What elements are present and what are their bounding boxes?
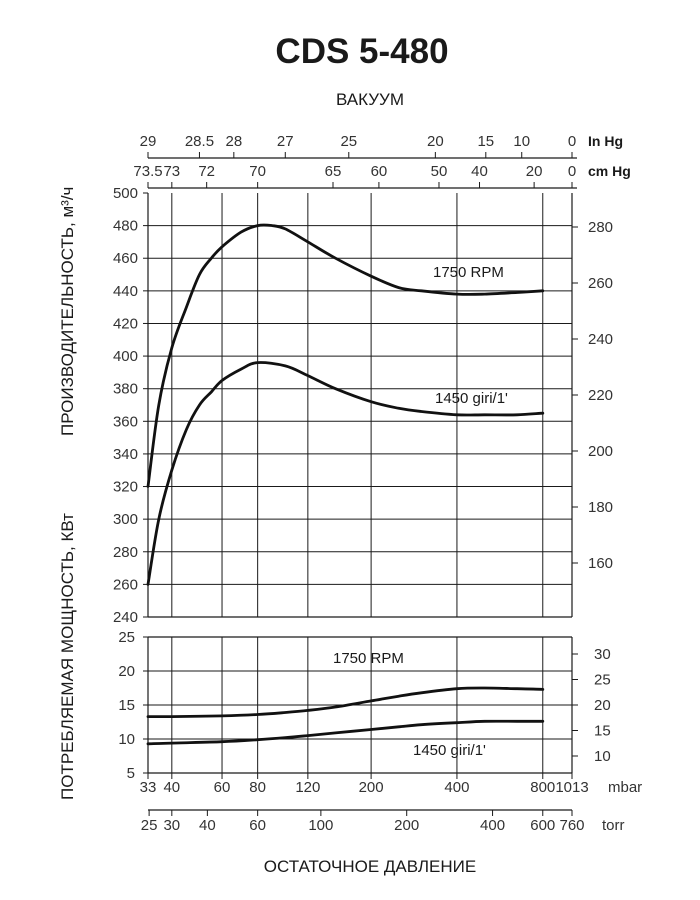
cmhg-tick-label: 72 <box>198 163 215 180</box>
torr-tick-label: 760 <box>559 817 584 834</box>
left-label-top: ПРОИЗВОДИТЕЛЬНОСТЬ, м³/ч <box>58 187 77 436</box>
torr-tick-label: 30 <box>163 817 180 834</box>
torr-tick-label: 400 <box>480 817 505 834</box>
torr-tick-label: 600 <box>530 817 555 834</box>
mbar-tick-label: 120 <box>295 779 320 796</box>
torr-tick-label: 25 <box>141 817 158 834</box>
flow-curve-1750rpm-label: 1750 RPM <box>433 264 504 281</box>
mbar-tick-label: 80 <box>249 779 266 796</box>
inhg-tick-label: 28 <box>225 133 242 150</box>
upper-left-tick-label: 500 <box>113 185 138 202</box>
inhg-tick-label: 0 <box>568 133 576 150</box>
inhg-tick-label: 27 <box>277 133 294 150</box>
lower-left-tick-label: 5 <box>127 765 135 782</box>
flow-curve-1450rpm <box>146 361 545 586</box>
upper-left-tick-label: 400 <box>113 348 138 365</box>
torr-unit: torr <box>602 817 625 834</box>
cmhg-tick-label: 20 <box>526 163 543 180</box>
power-curve-1450rpm-label: 1450 giri/1' <box>413 742 486 759</box>
upper-left-tick-label: 460 <box>113 250 138 267</box>
upper-left-tick-label: 480 <box>113 218 138 235</box>
upper-right-tick-label: 220 <box>588 387 613 404</box>
mbar-tick-label: 1013 <box>555 779 588 796</box>
mbar-tick-label: 33 <box>140 779 157 796</box>
inhg-tick-label: 20 <box>427 133 444 150</box>
inhg-tick-label: 29 <box>140 133 157 150</box>
upper-left-tick-label: 420 <box>113 315 138 332</box>
upper-left-tick-label: 280 <box>113 544 138 561</box>
torr-tick-label: 200 <box>394 817 419 834</box>
top-axis-label: ВАКУУМ <box>336 90 404 109</box>
upper-right-tick-label: 280 <box>588 219 613 236</box>
upper-left-tick-label: 340 <box>113 446 138 463</box>
lower-left-tick-label: 25 <box>118 629 135 646</box>
inhg-tick-label: 25 <box>340 133 357 150</box>
torr-tick-label: 60 <box>249 817 266 834</box>
flow-curve-1450rpm-label: 1450 giri/1' <box>435 390 508 407</box>
mbar-tick-label: 400 <box>444 779 469 796</box>
torr-tick-label: 40 <box>199 817 216 834</box>
inhg-tick-label: 15 <box>477 133 494 150</box>
mbar-unit: mbar <box>608 779 642 796</box>
bottom-axis-label: ОСТАТОЧНОЕ ДАВЛЕНИЕ <box>264 857 476 876</box>
lower-right-tick-label: 20 <box>594 697 611 714</box>
upper-right-tick-label: 160 <box>588 555 613 572</box>
upper-left-tick-label: 240 <box>113 609 138 626</box>
upper-left-tick-label: 300 <box>113 511 138 528</box>
lower-right-tick-label: 25 <box>594 672 611 689</box>
cmhg-tick-label: 60 <box>371 163 388 180</box>
left-label-bottom: ПОТРЕБЛЯЕМАЯ МОЩНОСТЬ, КВт <box>58 513 77 800</box>
cmhg-tick-label: 73.5 <box>133 163 162 180</box>
chart-title: CDS 5-480 <box>275 32 448 71</box>
upper-left-tick-label: 260 <box>113 576 138 593</box>
inhg-tick-label: 28.5 <box>185 133 214 150</box>
torr-tick-label: 100 <box>308 817 333 834</box>
lower-right-tick-label: 15 <box>594 723 611 740</box>
cmhg-tick-label: 50 <box>431 163 448 180</box>
upper-right-tick-label: 240 <box>588 331 613 348</box>
upper-right-tick-label: 180 <box>588 499 613 516</box>
mbar-tick-label: 60 <box>214 779 231 796</box>
lower-left-tick-label: 15 <box>118 697 135 714</box>
inhg-unit: In Hg <box>588 133 623 149</box>
cmhg-tick-label: 40 <box>471 163 488 180</box>
mbar-tick-label: 40 <box>163 779 180 796</box>
power-curve-1450rpm <box>146 719 545 746</box>
power-curve-1750rpm-label: 1750 RPM <box>333 650 404 667</box>
upper-left-tick-label: 380 <box>113 381 138 398</box>
power-curve-1750rpm <box>146 686 545 719</box>
mbar-tick-label: 800 <box>530 779 555 796</box>
upper-left-tick-label: 320 <box>113 479 138 496</box>
cmhg-tick-label: 65 <box>325 163 342 180</box>
mbar-tick-label: 200 <box>359 779 384 796</box>
lower-left-tick-label: 10 <box>118 731 135 748</box>
upper-left-tick-label: 440 <box>113 283 138 300</box>
upper-right-tick-label: 260 <box>588 275 613 292</box>
inhg-tick-label: 10 <box>513 133 530 150</box>
cmhg-unit: cm Hg <box>588 163 631 179</box>
lower-right-tick-label: 30 <box>594 646 611 663</box>
upper-right-tick-label: 200 <box>588 443 613 460</box>
flow-curve-1750rpm <box>146 223 545 488</box>
upper-left-tick-label: 360 <box>113 413 138 430</box>
lower-right-tick-label: 10 <box>594 748 611 765</box>
lower-left-tick-label: 20 <box>118 663 135 680</box>
cmhg-tick-label: 0 <box>568 163 576 180</box>
cmhg-tick-label: 73 <box>163 163 180 180</box>
cmhg-tick-label: 70 <box>249 163 266 180</box>
